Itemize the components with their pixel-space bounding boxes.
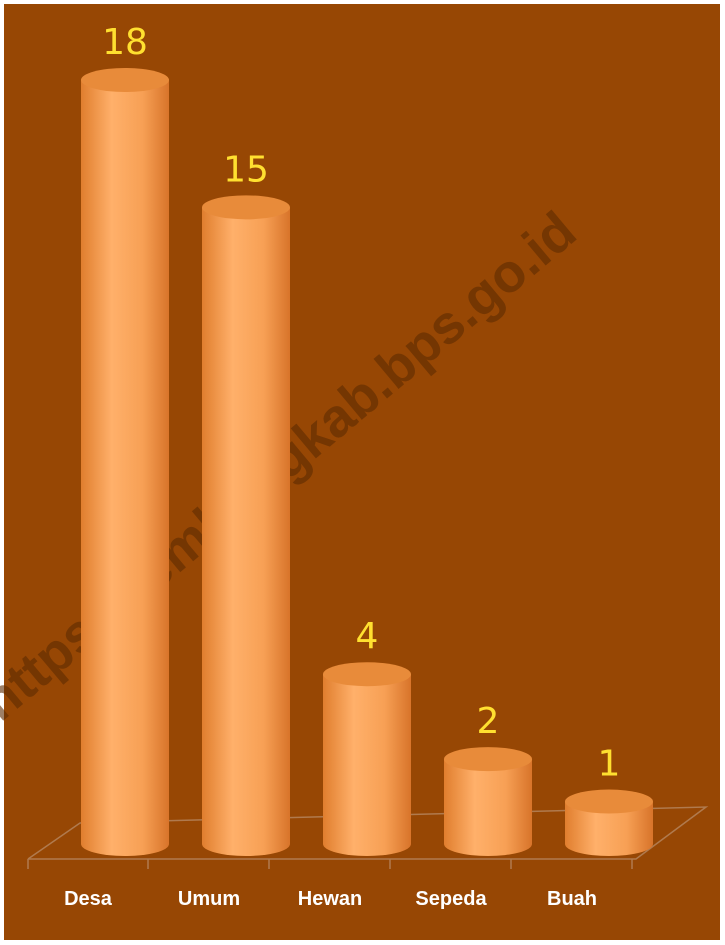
bar-sepeda [444,747,532,856]
bar-desa [81,68,169,856]
value-label: 15 [223,149,269,190]
category-label: Hewan [298,888,362,910]
category-label: Umum [178,888,240,910]
bar-hewan [323,662,411,856]
value-label: 1 [598,744,621,785]
bar-top [202,195,290,220]
bar-top [444,747,532,772]
bar-top [565,789,653,814]
bar-top [323,662,411,687]
bar-top [81,68,169,92]
bar-body [202,207,290,857]
bar-body [81,80,169,856]
bar-body [565,801,653,856]
category-label: Buah [547,888,597,910]
category-label: Desa [64,888,113,910]
bar-umum [202,195,290,857]
bar-body [444,759,532,856]
value-label: 18 [102,22,148,63]
value-label: 2 [477,701,500,742]
value-label: 4 [356,616,379,657]
bar-buah [565,789,653,856]
bar-body [323,674,411,856]
category-label: Sepeda [415,888,487,910]
chart-floor [27,806,709,869]
